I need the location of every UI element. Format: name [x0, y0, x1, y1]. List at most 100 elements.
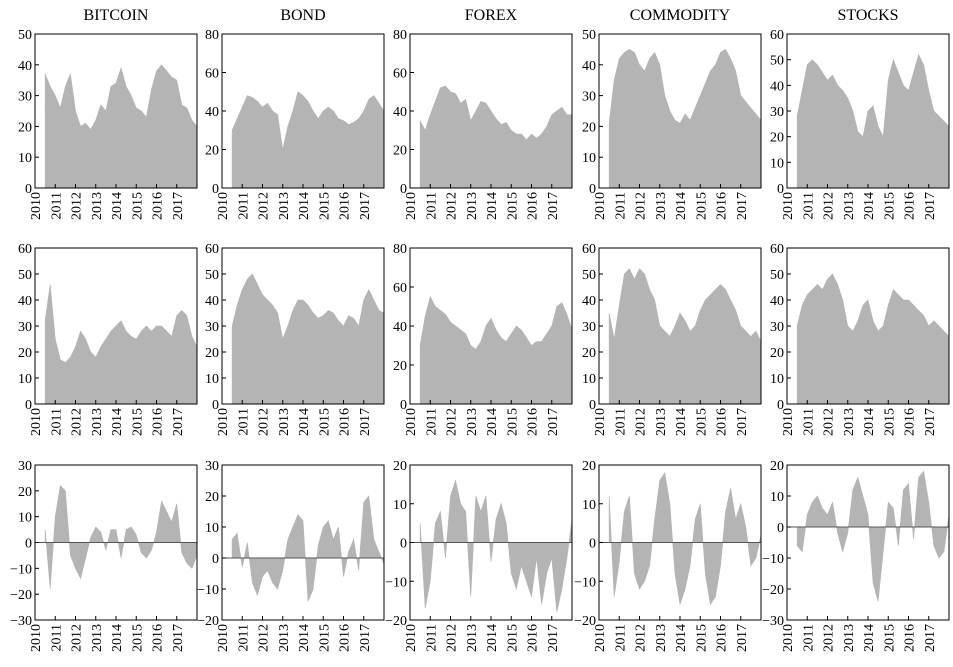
x-tick-label: 2017 — [546, 408, 561, 436]
y-tick-label: 20 — [18, 346, 32, 361]
x-tick-label: 2011 — [236, 624, 251, 651]
area-series — [796, 273, 950, 405]
y-tick-label: 40 — [393, 105, 407, 120]
y-tick-label: 60 — [770, 242, 784, 257]
y-tick-label: 0 — [25, 398, 32, 413]
panel-stocks: 0 10 20 30 40 50 60 2010 2011 2012 2013 2014 2015 201… — [770, 28, 950, 220]
x-tick-label: 2016 — [338, 408, 353, 436]
y-tick-label: 30 — [205, 459, 219, 474]
panel-r2c2: 0 10 20 30 40 50 60 2010 2011 2012 2013 2014 2015 201… — [205, 242, 385, 436]
x-tick-label: 2017 — [171, 192, 186, 220]
x-tick-label: 2014 — [862, 624, 877, 652]
x-tick-label: 2012 — [257, 624, 272, 652]
y-tick-label: 40 — [582, 59, 596, 74]
x-tick-label: 2014 — [110, 408, 125, 436]
x-tick-label: 2016 — [526, 192, 541, 220]
x-tick-label: 2016 — [903, 192, 918, 220]
x-tick-label: 2014 — [485, 408, 500, 436]
y-tick-label: 0 — [777, 521, 784, 536]
y-tick-label: −10 — [574, 575, 596, 590]
x-tick-label: 2012 — [257, 192, 272, 220]
y-tick-label: 0 — [589, 537, 596, 552]
x-tick-label: 2014 — [485, 624, 500, 652]
x-tick-label: 2012 — [70, 624, 85, 652]
y-tick-label: −20 — [197, 614, 219, 629]
x-tick-label: 2011 — [236, 408, 251, 435]
x-tick-label: 2012 — [445, 624, 460, 652]
y-tick-label: 10 — [18, 372, 32, 387]
x-tick-label: 2015 — [317, 192, 332, 220]
x-tick-label: 2017 — [171, 624, 186, 652]
y-tick-label: 0 — [25, 537, 32, 552]
x-tick-label: 2012 — [445, 192, 460, 220]
x-tick-label: 2011 — [49, 192, 64, 219]
panel-r3c2: −20 −10 0 10 20 30 2010 2011 2012 2013 2014 2015 201… — [197, 459, 385, 652]
area-series — [419, 295, 573, 405]
y-tick-label: 60 — [770, 28, 784, 43]
x-tick-label: 2011 — [801, 408, 816, 435]
x-tick-label: 2014 — [110, 192, 125, 220]
x-tick-label: 2016 — [526, 624, 541, 652]
y-tick-label: 80 — [393, 242, 407, 257]
y-tick-label: 50 — [205, 268, 219, 283]
x-tick-label: 2017 — [735, 192, 750, 220]
area-series — [419, 85, 573, 189]
y-tick-label: 40 — [18, 294, 32, 309]
y-tick-label: 20 — [582, 346, 596, 361]
y-tick-label: 0 — [589, 398, 596, 413]
y-tick-label: −10 — [762, 552, 784, 567]
panel-r3c5: −30 −20 −10 0 10 20 2010 2011 2012 2013 2014 2015 20… — [762, 459, 950, 652]
x-tick-label: 2015 — [694, 192, 709, 220]
x-tick-label: 2012 — [822, 192, 837, 220]
x-tick-label: 2015 — [317, 624, 332, 652]
x-tick-label: 2010 — [781, 624, 796, 652]
y-tick-label: 10 — [582, 372, 596, 387]
column-title: BITCOIN — [84, 7, 149, 24]
y-tick-label: 40 — [205, 294, 219, 309]
y-tick-label: 10 — [205, 372, 219, 387]
y-tick-label: 10 — [18, 511, 32, 526]
x-tick-label: 2016 — [338, 192, 353, 220]
area-series — [231, 495, 385, 602]
y-tick-label: 0 — [212, 552, 219, 567]
x-tick-label: 2013 — [465, 408, 480, 436]
y-tick-label: 20 — [205, 144, 219, 159]
x-tick-label: 2017 — [923, 624, 938, 652]
y-tick-label: 30 — [205, 320, 219, 335]
panel-r3c3: −20 −10 0 10 20 2010 2011 2012 2013 2014 2015 2016 2… — [385, 459, 573, 652]
y-tick-label: 30 — [18, 459, 32, 474]
panel-r2c4: 0 10 20 30 40 50 60 2010 2011 2012 2013 2014 2015 201… — [582, 242, 762, 436]
x-tick-label: 2010 — [404, 192, 419, 220]
y-tick-label: 40 — [18, 59, 32, 74]
y-tick-label: −30 — [762, 614, 784, 629]
y-tick-label: 50 — [582, 28, 596, 43]
x-tick-label: 2015 — [882, 192, 897, 220]
x-tick-label: 2013 — [277, 408, 292, 436]
x-tick-label: 2010 — [404, 408, 419, 436]
panel-bitcoin: 0 10 20 30 40 50 2010 2011 2012 2013 2014 2015 2016 2… — [18, 28, 198, 220]
x-tick-label: 2010 — [216, 192, 231, 220]
x-tick-label: 2015 — [505, 192, 520, 220]
column-title: STOCKS — [837, 7, 898, 24]
x-tick-label: 2012 — [445, 408, 460, 436]
x-tick-label: 2013 — [842, 192, 857, 220]
area-series — [796, 470, 950, 602]
y-tick-label: 40 — [770, 294, 784, 309]
x-tick-label: 2013 — [842, 408, 857, 436]
x-tick-label: 2012 — [634, 192, 649, 220]
y-tick-label: 50 — [18, 28, 32, 43]
x-tick-label: 2010 — [781, 408, 796, 436]
x-tick-label: 2016 — [151, 408, 166, 436]
panel-forex: 0 20 40 60 80 2010 2011 2012 2013 2014 2015 2016 201… — [393, 28, 573, 220]
x-tick-label: 2017 — [923, 192, 938, 220]
y-tick-label: −20 — [10, 588, 32, 603]
y-tick-label: −30 — [10, 614, 32, 629]
area-series — [44, 485, 198, 590]
y-tick-label: 60 — [393, 281, 407, 296]
x-tick-label: 2017 — [358, 192, 373, 220]
x-tick-label: 2010 — [781, 192, 796, 220]
x-tick-label: 2015 — [882, 408, 897, 436]
x-tick-label: 2013 — [465, 192, 480, 220]
y-tick-label: 40 — [770, 79, 784, 94]
x-tick-label: 2013 — [465, 624, 480, 652]
